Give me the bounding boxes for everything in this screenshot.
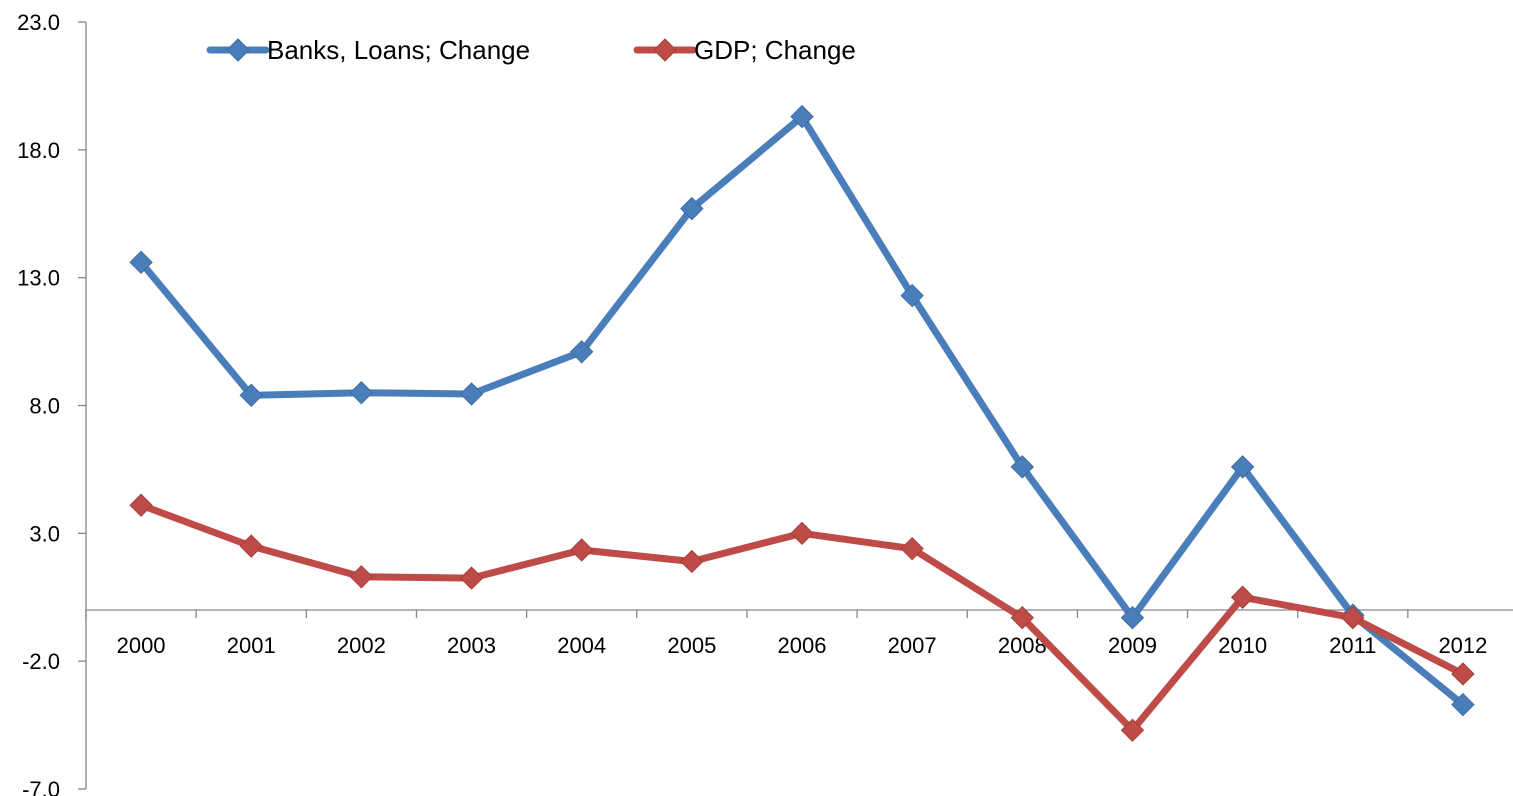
data-point-banks-loans-change (900, 283, 924, 308)
x-tick-label: 2002 (337, 633, 386, 658)
legend: Banks, Loans; Change GDP; Change (206, 35, 856, 65)
data-point-banks-loans-change (129, 250, 153, 275)
y-tick-label: 8.0 (29, 394, 60, 419)
y-tick-label: 3.0 (29, 521, 60, 546)
x-tick-label: 2007 (888, 633, 937, 658)
data-point-gdp-change (1010, 605, 1035, 630)
data-point-gdp-change (680, 549, 704, 574)
x-tick-label: 2003 (447, 633, 496, 658)
data-point-gdp-change (1341, 605, 1365, 630)
data-point-banks-loans-change (569, 340, 594, 364)
series-banks-loans-change (129, 104, 1475, 717)
data-point-banks-loans-change (1120, 605, 1145, 630)
legend-label: Banks, Loans; Change (267, 35, 530, 65)
legend-item: Banks, Loans; Change (206, 35, 530, 65)
data-point-gdp-change (129, 493, 153, 517)
y-tick-label: 23.0 (17, 10, 60, 35)
y-tick-label: -2.0 (22, 649, 60, 674)
y-tick-label: 13.0 (17, 266, 60, 291)
series-lines (129, 104, 1475, 742)
data-point-banks-loans-change (239, 383, 263, 407)
data-point-gdp-change (1230, 585, 1255, 609)
x-tick-label: 2001 (227, 633, 276, 658)
data-point-banks-loans-change (1451, 692, 1475, 717)
data-point-gdp-change (239, 534, 263, 558)
legend-swatch-marker (226, 38, 250, 62)
data-point-gdp-change (790, 521, 814, 546)
data-point-gdp-change (1451, 662, 1475, 686)
x-tick-label: 2000 (117, 633, 166, 658)
x-tick-label: 2005 (667, 633, 716, 658)
legend-item: GDP; Change (633, 35, 856, 65)
x-tick-label: 2010 (1218, 633, 1267, 658)
x-tick-label: 2012 (1438, 633, 1487, 658)
data-point-banks-loans-change (459, 382, 484, 406)
x-axis: 2000 2001 2002 2003 2004 2005 2006 2007 2008 2009… (85, 609, 1513, 658)
x-tick-label: 2011 (1329, 633, 1376, 658)
data-point-banks-loans-change (790, 104, 814, 129)
data-point-banks-loans-change (1230, 455, 1255, 479)
data-point-gdp-change (349, 565, 374, 589)
legend-label: GDP; Change (694, 35, 856, 65)
x-tick-label: 2006 (778, 633, 827, 658)
series-line-banks-loans-change (137, 113, 1467, 709)
data-point-gdp-change (1120, 718, 1145, 742)
x-tick-label: 2004 (557, 633, 606, 658)
data-point-banks-loans-change (349, 381, 374, 405)
x-tick-label: 2009 (1108, 633, 1157, 658)
data-point-gdp-change (459, 566, 484, 590)
legend-swatch-marker (653, 38, 677, 62)
data-point-gdp-change (569, 538, 594, 562)
data-point-banks-loans-change (680, 196, 704, 221)
data-point-gdp-change (900, 536, 924, 561)
series-gdp-change (129, 493, 1475, 742)
y-axis: 23.0 18.0 13.0 8.0 3.0 -2.0 -7.0 (17, 10, 87, 796)
y-tick-label: 18.0 (17, 138, 60, 163)
data-point-banks-loans-change (1010, 455, 1035, 479)
y-tick-label: -7.0 (22, 777, 60, 796)
